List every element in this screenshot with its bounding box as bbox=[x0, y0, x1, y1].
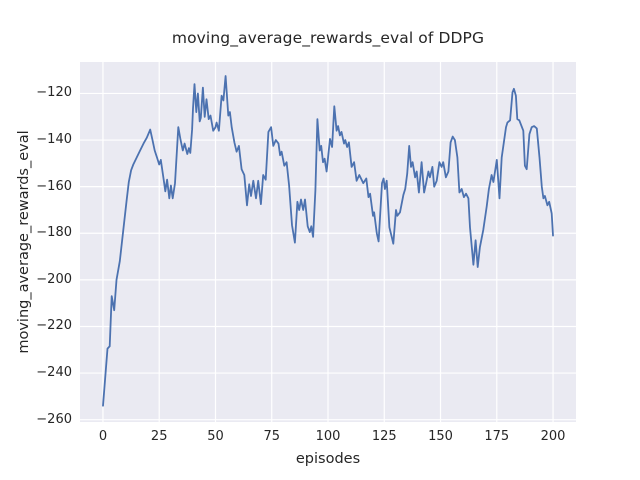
y-tick-label: −260 bbox=[36, 411, 72, 427]
y-tick-label: −220 bbox=[36, 318, 72, 334]
x-tick-label: 75 bbox=[263, 429, 280, 444]
y-tick-label: −160 bbox=[36, 178, 72, 194]
x-axis-label: episodes bbox=[295, 451, 361, 467]
x-tick-label: 0 bbox=[98, 429, 108, 444]
plot-area bbox=[80, 62, 576, 422]
x-tick-label: 25 bbox=[150, 429, 168, 444]
y-tick-label: −140 bbox=[36, 132, 72, 148]
grid-lines bbox=[80, 62, 576, 422]
line-chart bbox=[80, 62, 576, 422]
x-tick-label: 100 bbox=[315, 429, 341, 444]
x-tick-label: 175 bbox=[484, 429, 510, 444]
x-tick-label: 150 bbox=[428, 429, 453, 444]
y-tick-label: −200 bbox=[36, 271, 72, 287]
x-tick-label: 200 bbox=[540, 429, 566, 444]
y-tick-label: −240 bbox=[36, 365, 72, 381]
x-tick-label: 125 bbox=[371, 429, 397, 444]
y-tick-label: −120 bbox=[36, 85, 72, 101]
chart-title: moving_average_rewards_eval of DDPG bbox=[171, 29, 485, 47]
x-tick-label: 50 bbox=[207, 429, 224, 444]
line-series bbox=[102, 75, 554, 407]
y-tick-label: −180 bbox=[36, 225, 72, 241]
